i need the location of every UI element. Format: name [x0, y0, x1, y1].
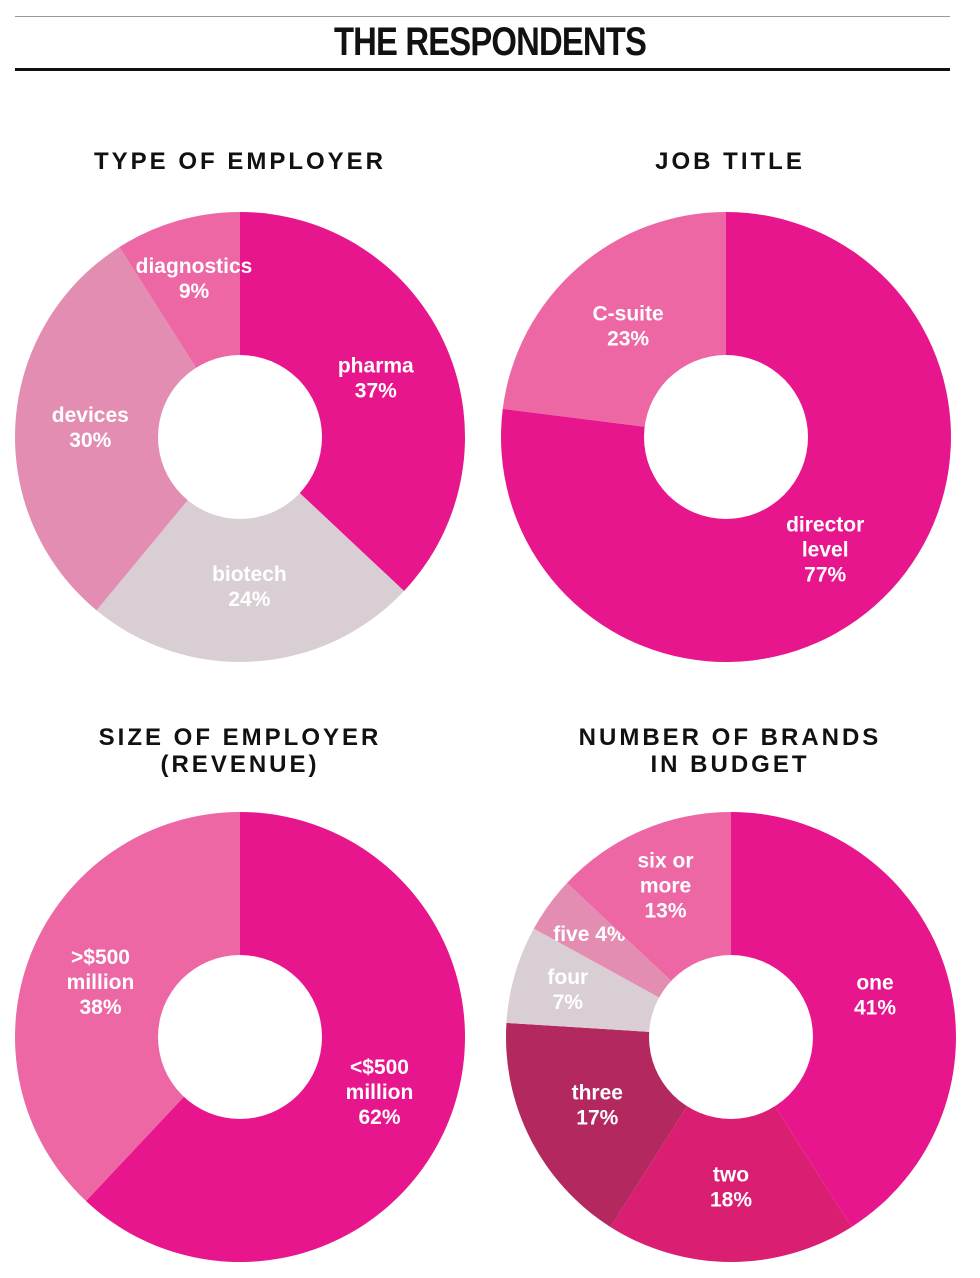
donut-chart-employer-type: pharma 37% biotech 24% devices 30% diagnostics… — [15, 212, 465, 663]
slice-label-line: biotech — [212, 563, 287, 586]
donut-slice — [610, 1037, 852, 1262]
slice-label: >$500 million 38% — [67, 946, 135, 1019]
slice-label-line: 38% — [79, 996, 121, 1019]
donut-slice — [731, 812, 956, 1227]
slice-label: diagnostics 9% — [136, 255, 253, 303]
slice-label: director level 77% — [786, 514, 864, 587]
donut-slice — [240, 212, 465, 592]
donut-chart-brands-in-budget: one 41% two 18% three 17% four 7% five 4% six or m… — [505, 812, 956, 1262]
slice-label-line: 9% — [179, 280, 210, 303]
slice-label-line: C-suite — [593, 303, 664, 326]
slice-label-line: one — [856, 972, 893, 995]
slice-label: C-suite 23% — [593, 303, 664, 351]
slice-label: four 7% — [547, 966, 588, 1014]
slice-label: <$500 million 62% — [346, 1056, 414, 1129]
slice-label-line: 62% — [358, 1106, 400, 1129]
slice-label-line: 24% — [228, 588, 270, 611]
chart-title-line: IN BUDGET — [650, 751, 810, 778]
donut-hole — [649, 955, 813, 1119]
chart-title-employer-type: TYPE OF EMPLOYER — [20, 148, 460, 175]
slice-label-line: <$500 — [350, 1056, 409, 1079]
slice-label-line: five 4% — [553, 923, 626, 946]
chart-title-line: TYPE OF EMPLOYER — [93, 148, 387, 175]
slice-label-line: 13% — [644, 900, 686, 923]
slice-label-line: million — [346, 1081, 414, 1104]
title-top-rule — [15, 16, 950, 17]
title-bottom-rule — [15, 68, 950, 71]
slice-label-line: 37% — [355, 380, 397, 403]
donut-chart-job-title: director level 77% C-suite 23% — [500, 212, 951, 662]
slice-label: three 17% — [572, 1082, 623, 1130]
slice-label-line: 23% — [607, 328, 649, 351]
chart-title-line: JOB TITLE — [655, 148, 805, 175]
slice-label: five 4% — [553, 923, 626, 946]
slice-label: six or more 13% — [637, 850, 693, 923]
donut-hole — [158, 955, 322, 1119]
slice-label-line: 17% — [576, 1107, 618, 1130]
slice-label: devices 30% — [52, 404, 129, 452]
slice-label: biotech 24% — [212, 563, 287, 611]
donut-slice — [15, 247, 241, 611]
chart-title-line: SIZE OF EMPLOYER — [98, 724, 382, 751]
slice-label-line: more — [640, 875, 691, 898]
slice-label-line: 77% — [804, 564, 846, 587]
slice-label: pharma 37% — [338, 355, 414, 403]
donut-chart-employer-size: <$500 million 62%>$500 million 38% — [15, 812, 466, 1262]
slice-label-line: 18% — [710, 1189, 752, 1212]
slice-label: one 41% — [854, 972, 896, 1020]
slice-label-line: pharma — [338, 355, 414, 378]
chart-title-line: NUMBER OF BRANDS — [578, 724, 882, 751]
slice-label-line: 41% — [854, 997, 896, 1020]
slice-label-line: level — [802, 539, 849, 562]
donut-slice — [15, 812, 240, 1202]
donut-hole — [158, 355, 322, 519]
slice-label-line: two — [713, 1164, 749, 1187]
slice-label-line: three — [572, 1082, 623, 1105]
slice-label-line: 7% — [553, 991, 584, 1014]
donut-hole — [644, 355, 808, 519]
slice-label-line: director — [786, 514, 864, 537]
slice-label-line: devices — [52, 404, 129, 427]
donut-slice — [96, 437, 405, 663]
chart-title-line: (REVENUE) — [160, 751, 320, 778]
chart-title-job-title: JOB TITLE — [510, 148, 950, 175]
slice-label-line: >$500 — [71, 946, 130, 969]
chart-title-employer-size: SIZE OF EMPLOYER (REVENUE) — [20, 724, 460, 778]
slice-label-line: six or — [637, 850, 693, 873]
slice-label-line: diagnostics — [136, 255, 253, 278]
slice-label-line: 30% — [69, 429, 111, 452]
slice-label-line: four — [547, 966, 588, 989]
slice-label-line: million — [67, 971, 135, 994]
chart-title-brands-in-budget: NUMBER OF BRANDS IN BUDGET — [510, 724, 950, 778]
page-title: THE RESPONDENTS — [333, 20, 647, 64]
slice-label: two 18% — [710, 1164, 752, 1212]
